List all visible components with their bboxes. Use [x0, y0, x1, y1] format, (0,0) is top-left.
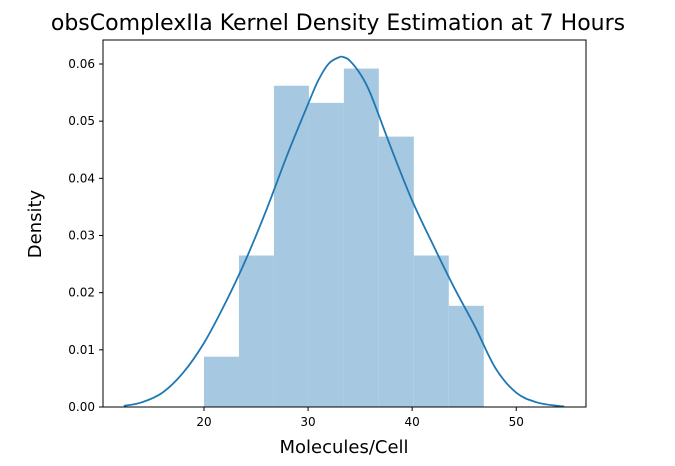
x-tick-label: 30 [300, 415, 315, 429]
y-tick-label: 0.06 [68, 57, 95, 71]
y-tick-label: 0.03 [68, 229, 95, 243]
histogram-bar [378, 136, 414, 407]
histogram-bar [308, 102, 344, 407]
x-axis-label: Molecules/Cell [279, 437, 408, 458]
x-tick-label: 50 [509, 415, 524, 429]
histogram-bar [203, 356, 239, 407]
histogram-bar [413, 255, 449, 407]
histogram-bar [343, 68, 379, 408]
histogram-bars [203, 68, 484, 408]
y-tick-label: 0.00 [68, 400, 95, 414]
x-tick-label: 20 [196, 415, 211, 429]
chart-title: obsComplexIIa Kernel Density Estimation … [51, 11, 625, 36]
histogram-bar [273, 85, 309, 407]
kde-curve [123, 55, 565, 408]
y-tick-label: 0.04 [68, 171, 95, 185]
y-axis-ticks: 0.00 0.01 0.02 0.03 0.04 0.05 0.06 [68, 57, 103, 414]
y-tick-label: 0.01 [68, 343, 95, 357]
histogram-bar [238, 255, 274, 407]
y-tick-label: 0.02 [68, 286, 95, 300]
x-tick-label: 40 [405, 415, 420, 429]
axes [102, 39, 587, 408]
y-tick-label: 0.05 [68, 114, 95, 128]
y-axis-label: Density [25, 189, 46, 258]
x-axis-ticks: 20 30 40 50 [196, 407, 524, 429]
plot-frame [102, 39, 587, 408]
histogram-bar [448, 305, 484, 407]
